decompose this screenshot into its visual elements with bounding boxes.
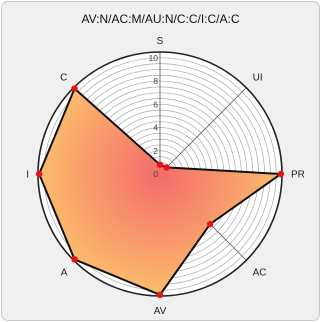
data-point-ui	[163, 164, 170, 171]
axis-label-ui: UI	[253, 72, 263, 83]
axis-labels: S UI PR AC AV A I C	[26, 36, 305, 317]
chart-title: AV:N/AC:M/AU:N/C:C/I:C/A:C	[81, 12, 240, 26]
tick-label: 2	[153, 146, 158, 156]
axis-label-c: C	[60, 72, 67, 83]
tick-label: 6	[153, 99, 158, 109]
data-point-ac	[206, 220, 214, 228]
tick-label: 4	[153, 123, 158, 133]
axis-label-s: S	[157, 36, 164, 47]
data-point-pr	[277, 170, 285, 178]
data-point-c	[71, 85, 78, 92]
axis-label-a: A	[61, 268, 68, 279]
data-point-a	[71, 256, 78, 263]
axis-label-ac: AC	[253, 268, 267, 279]
axis-label-pr: PR	[291, 170, 305, 181]
data-point-av	[156, 291, 164, 299]
tick-label: 0	[153, 169, 158, 179]
tick-labels: 0 2 4 6 8 10	[149, 53, 159, 179]
tick-label: 8	[153, 76, 158, 86]
axis-label-i: I	[26, 170, 29, 181]
data-points	[35, 85, 285, 299]
tick-label: 10	[149, 53, 159, 63]
data-point-i	[35, 170, 43, 178]
axis-label-av: AV	[154, 306, 167, 317]
axis-spoke-ui	[159, 87, 247, 175]
data-point-s	[156, 161, 164, 168]
